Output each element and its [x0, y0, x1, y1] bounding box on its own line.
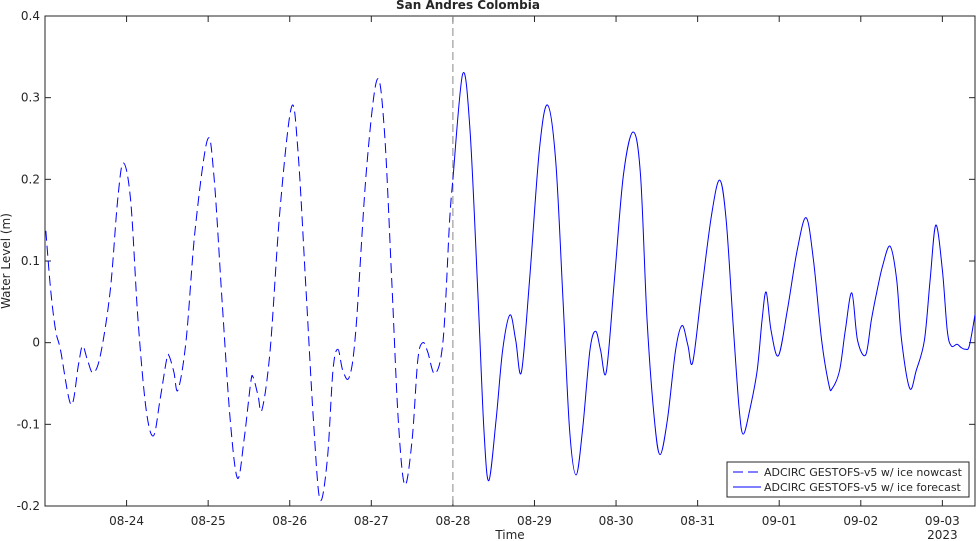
x-tick-label: 08-30: [599, 514, 634, 528]
x-tick-label: 08-29: [517, 514, 552, 528]
data-line: [45, 78, 454, 502]
legend-box: [726, 461, 970, 498]
y-tick-label: 0.2: [21, 172, 40, 186]
x-year-label: 2023: [927, 528, 958, 541]
x-tick-label: 09-02: [843, 514, 878, 528]
chart-title: San Andres Colombia: [396, 0, 540, 12]
legend-label: ADCIRC GESTOFS-v5 w/ ice nowcast: [764, 466, 963, 479]
x-tick-label: 08-24: [109, 514, 144, 528]
y-tick-label: 0: [32, 336, 40, 350]
plot-area: [44, 15, 976, 507]
y-tick-label: 0.4: [21, 9, 40, 23]
x-tick-label: 08-28: [435, 514, 470, 528]
x-axis-label: Time: [494, 528, 524, 541]
y-tick-label: -0.2: [17, 499, 40, 513]
data-line: [452, 72, 976, 482]
x-tick-label: 08-31: [680, 514, 715, 528]
x-tick-label: 08-26: [272, 514, 307, 528]
legend-label: ADCIRC GESTOFS-v5 w/ ice forecast: [764, 481, 962, 494]
x-tick-label: 08-25: [191, 514, 226, 528]
x-tick-label: 09-01: [762, 514, 797, 528]
x-tick-label: 08-27: [354, 514, 389, 528]
y-tick-label: 0.3: [21, 91, 40, 105]
y-tick-label: -0.1: [17, 417, 40, 431]
x-tick-label: 09-03: [925, 514, 960, 528]
y-axis-label: Water Level (m): [0, 213, 13, 309]
y-tick-label: 0.1: [21, 254, 40, 268]
